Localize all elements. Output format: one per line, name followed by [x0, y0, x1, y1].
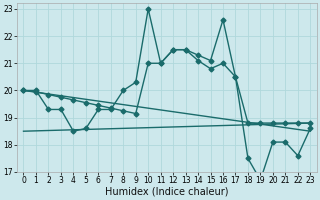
X-axis label: Humidex (Indice chaleur): Humidex (Indice chaleur) [105, 187, 229, 197]
